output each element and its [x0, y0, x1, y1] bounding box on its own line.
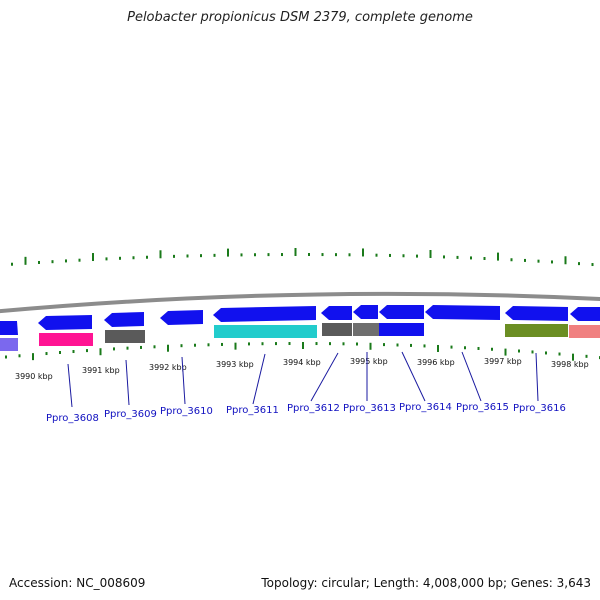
outer-tick-marks [11, 248, 594, 267]
kbp-label: 3990 kbp [15, 372, 53, 381]
genome-backbone [0, 291, 600, 314]
feature-arrow [505, 306, 568, 321]
kbp-label: 3993 kbp [216, 360, 254, 369]
gene-label[interactable]: Ppro_3608 [46, 413, 99, 424]
feature-block [105, 330, 145, 343]
gene-leader-lines [67, 351, 539, 408]
feature-block [0, 338, 18, 351]
feature-arrow [104, 312, 144, 327]
gene-label[interactable]: Ppro_3613 [343, 403, 396, 414]
kbp-label: 3994 kbp [283, 358, 321, 367]
genome-summary-text: Topology: circular; Length: 4,008,000 bp… [261, 576, 591, 590]
gene-labels: Ppro_3608 Ppro_3609 Ppro_3610 Ppro_3611 Ppro… [46, 402, 566, 424]
leader-line [181, 356, 186, 405]
accession-text: Accession: NC_008609 [9, 576, 146, 590]
feature-block [322, 323, 352, 336]
feature-arrow [353, 305, 378, 319]
leader-line [125, 359, 130, 406]
feature-arrow [160, 310, 203, 325]
forward-strand [0, 305, 600, 335]
kbp-label: 3996 kbp [417, 358, 455, 367]
feature-arrow [0, 321, 18, 335]
leader-line [252, 353, 266, 405]
kbp-label: 3997 kbp [484, 357, 522, 366]
kbp-scale-labels: 3990 kbp 3991 kbp 3992 kbp 3993 kbp 3994 kbp… [15, 357, 589, 381]
feature-arrow [425, 305, 500, 320]
kbp-label: 3995 kbp [350, 357, 388, 366]
gene-label[interactable]: Ppro_3614 [399, 402, 452, 413]
feature-block [379, 323, 424, 336]
leader-line [401, 351, 426, 402]
inner-tick-marks [5, 342, 600, 361]
feature-arrow [321, 306, 352, 320]
feature-block [214, 325, 317, 338]
feature-arrow [570, 307, 600, 321]
feature-arrow [38, 315, 92, 330]
gene-label[interactable]: Ppro_3612 [287, 403, 340, 414]
reverse-strand [0, 323, 600, 351]
gene-label[interactable]: Ppro_3611 [226, 405, 279, 416]
gene-label[interactable]: Ppro_3615 [456, 402, 509, 413]
leader-line [67, 363, 73, 408]
kbp-label: 3992 kbp [149, 363, 187, 372]
leader-line [310, 352, 339, 402]
feature-arrow [379, 305, 424, 319]
feature-block [505, 324, 568, 337]
gene-label[interactable]: Ppro_3609 [104, 409, 157, 420]
leader-line [461, 351, 482, 402]
leader-line [535, 352, 539, 402]
kbp-label: 3998 kbp [551, 360, 589, 369]
gene-label[interactable]: Ppro_3616 [513, 403, 566, 414]
map-title: Pelobacter propionicus DSM 2379, complet… [127, 10, 473, 25]
kbp-label: 3991 kbp [82, 366, 120, 375]
feature-block [39, 333, 93, 346]
feature-arrow [213, 306, 316, 322]
gene-label[interactable]: Ppro_3610 [160, 406, 213, 417]
feature-block [353, 323, 379, 336]
feature-block [569, 325, 600, 338]
